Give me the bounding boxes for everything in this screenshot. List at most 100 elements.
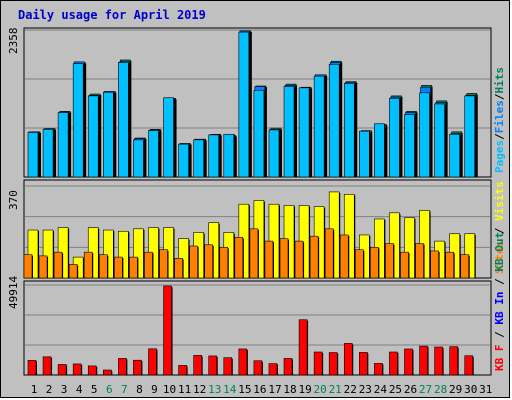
x-tick-label: 10 — [163, 383, 176, 396]
bar-kb-f — [328, 352, 338, 376]
bar-kb-f — [464, 355, 474, 376]
legend-part: Files — [493, 100, 506, 133]
bar-sites — [68, 264, 78, 279]
bar-pages — [163, 97, 174, 178]
bar-pages — [193, 139, 204, 178]
x-tick-label: 30 — [464, 383, 477, 396]
x-tick-label: 27 — [419, 383, 432, 396]
x-tick-label: 26 — [404, 383, 417, 396]
bar-sites — [430, 250, 439, 279]
bar-pages — [404, 114, 415, 178]
x-tick-label: 31 — [479, 383, 492, 396]
legend-part: / — [493, 133, 506, 140]
bar-sites — [114, 256, 123, 279]
x-tick-label: 6 — [106, 383, 113, 396]
bar-pages — [133, 139, 144, 178]
bar-kb-f — [343, 343, 353, 376]
bar-kb-f — [253, 360, 263, 376]
bar-sites — [294, 240, 304, 279]
bar-kb-f — [313, 351, 323, 376]
x-tick-label: 25 — [389, 383, 402, 396]
bar-sites — [159, 249, 168, 279]
bar-pages — [268, 129, 280, 178]
bar-pages — [27, 132, 39, 178]
bar-pages — [464, 95, 476, 178]
bar-sites — [309, 235, 319, 279]
legend-part: KB In — [493, 292, 506, 325]
bar-pages — [238, 31, 250, 178]
bar-sites — [129, 256, 138, 279]
bar-sites — [324, 228, 334, 279]
bar-sites — [204, 244, 214, 279]
bar-kb-f — [208, 355, 218, 376]
legend-part: / — [493, 272, 506, 292]
bar-kb-f — [238, 348, 248, 376]
bar-pages — [449, 133, 460, 178]
bar-pages — [208, 134, 220, 178]
x-tick-label: 11 — [178, 383, 191, 396]
legend-part: / — [493, 325, 506, 345]
bar-kb-f — [389, 351, 398, 376]
bar-pages — [313, 75, 325, 178]
x-tick-label: 16 — [253, 383, 266, 396]
legend-label-middle: Sites / Visits — [493, 181, 506, 274]
bar-kb-f — [434, 346, 443, 376]
x-tick-label: 3 — [61, 383, 68, 396]
bar-kb-f — [374, 363, 383, 376]
bar-sites — [370, 246, 379, 279]
bar-kb-f — [163, 285, 172, 376]
bar-kb-f — [148, 348, 157, 376]
bar-kb-f — [419, 345, 428, 376]
bar-kb-f — [72, 363, 82, 376]
bar-sites — [144, 251, 153, 279]
bar-sites — [415, 243, 424, 279]
x-tick-label: 7 — [121, 383, 128, 396]
bar-kb-f — [193, 355, 202, 376]
x-tick-label: 5 — [91, 383, 98, 396]
x-tick-label: 21 — [329, 383, 342, 396]
bar-kb-f — [359, 352, 368, 376]
bar-sites — [174, 258, 183, 279]
bar-pages — [343, 83, 355, 178]
bar-pages — [359, 130, 370, 178]
bar-pages — [72, 63, 84, 178]
legend-part: Sites — [493, 241, 506, 274]
bar-kb-f — [404, 348, 413, 376]
bar-kb-f — [42, 356, 52, 376]
bar-sites — [23, 254, 33, 279]
bar-sites — [83, 251, 93, 279]
x-tick-label: 9 — [151, 383, 158, 396]
bar-pages — [298, 87, 310, 178]
bar-pages — [389, 98, 400, 178]
legend-part: Hits — [493, 67, 506, 94]
x-tick-label: 14 — [223, 383, 237, 396]
x-tick-label: 2 — [46, 383, 53, 396]
bar-pages — [434, 103, 445, 178]
bar-pages — [87, 95, 99, 178]
bar-pages — [419, 92, 430, 178]
bar-sites — [400, 251, 409, 279]
bar-sites — [279, 238, 289, 279]
bar-pages — [283, 86, 295, 178]
x-tick-label: 17 — [268, 383, 281, 396]
bar-sites — [249, 228, 259, 279]
bar-sites — [99, 254, 108, 279]
bar-sites — [38, 255, 48, 279]
legend-label-bottom: KB F / KB In / KB Out — [493, 232, 506, 371]
bar-kb-f — [118, 358, 127, 376]
bar-kb-f — [449, 346, 458, 376]
legend-part: / — [493, 93, 506, 100]
bar-sites — [264, 240, 274, 279]
bar-pages — [178, 143, 189, 178]
bar-kb-f — [298, 319, 308, 376]
bar-pages — [57, 112, 69, 178]
legend-part: Visits — [493, 181, 506, 221]
bar-kb-f — [223, 357, 233, 376]
y-max-label-bottom: 49914 — [7, 276, 20, 309]
bar-kb-f — [178, 365, 187, 376]
bar-sites — [355, 249, 364, 279]
x-tick-label: 24 — [374, 383, 388, 396]
legend-part: / — [493, 221, 506, 241]
bar-pages — [328, 64, 340, 178]
